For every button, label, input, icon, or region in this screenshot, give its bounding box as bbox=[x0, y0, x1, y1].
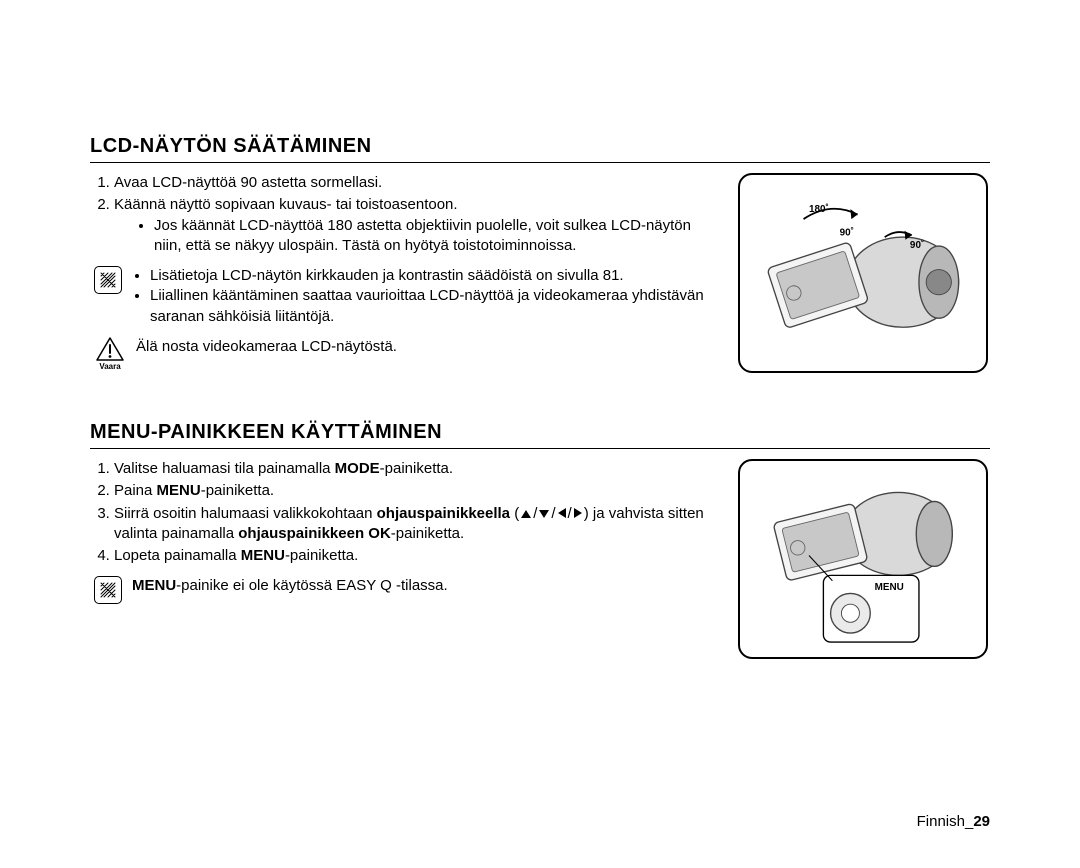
warning-text: Älä nosta videokameraa LCD-näytöstä. bbox=[136, 337, 715, 357]
menu-callout-label: MENU bbox=[875, 582, 904, 593]
n2a: MENU bbox=[132, 577, 176, 594]
section2-steps: Valitse haluamasi tila painamalla MODE-p… bbox=[90, 459, 715, 566]
step-2: Käännä näyttö sopivaan kuvaus- tai toist… bbox=[114, 195, 715, 256]
section1-row: Avaa LCD-näyttöä 90 astetta sormellasi. … bbox=[90, 173, 990, 373]
s2s4a: Lopeta painamalla bbox=[114, 547, 241, 564]
warning-row: Vaara Älä nosta videokameraa LCD-näytöst… bbox=[94, 337, 715, 373]
manual-page: LCD-NÄYTÖN SÄÄTÄMINEN Avaa LCD-näyttöä 9… bbox=[0, 0, 1080, 868]
section1-figure-col: 180˚ 90˚ 90˚ bbox=[735, 173, 990, 373]
page-footer: Finnish_29 bbox=[917, 813, 990, 830]
section2-title: MENU-PAINIKKEEN KÄYTTÄMINEN bbox=[90, 421, 990, 449]
section1-steps: Avaa LCD-näyttöä 90 astetta sormellasi. … bbox=[90, 173, 715, 256]
section1-text: Avaa LCD-näyttöä 90 astetta sormellasi. … bbox=[90, 173, 715, 373]
step1-text: Avaa LCD-näyttöä 90 astetta sormellasi. bbox=[114, 174, 382, 191]
angle-180-label: 180˚ bbox=[809, 204, 829, 215]
s2s4c: -painiketta. bbox=[285, 547, 358, 564]
angle-90b-label: 90˚ bbox=[910, 240, 924, 251]
s2-step1: Valitse haluamasi tila painamalla MODE-p… bbox=[114, 459, 715, 479]
camcorder-lcd-illustration: 180˚ 90˚ 90˚ bbox=[749, 183, 975, 363]
s2s3e: ohjauspainikkeen OK bbox=[238, 525, 391, 542]
angle-90a-label: 90˚ bbox=[840, 227, 854, 238]
s2s1b: MODE bbox=[335, 460, 380, 477]
note-icon bbox=[94, 266, 122, 294]
note-row-1: Lisätietoja LCD-näytön kirkkauden ja kon… bbox=[94, 266, 715, 327]
s2s1c: -painiketta. bbox=[380, 460, 453, 477]
figure-menu: MENU bbox=[738, 459, 988, 659]
section2-row: Valitse haluamasi tila painamalla MODE-p… bbox=[90, 459, 990, 659]
footer-page: 29 bbox=[973, 813, 990, 830]
direction-icons: /// bbox=[519, 505, 584, 522]
figure-lcd: 180˚ 90˚ 90˚ bbox=[738, 173, 988, 373]
s2s2c: -painiketta. bbox=[201, 482, 274, 499]
section1-title: LCD-NÄYTÖN SÄÄTÄMINEN bbox=[90, 135, 990, 163]
footer-lang: Finnish bbox=[917, 813, 965, 830]
s2s3b: ohjauspainikkeella bbox=[377, 505, 510, 522]
warning-icon-col: Vaara bbox=[94, 337, 126, 373]
camcorder-menu-illustration: MENU bbox=[749, 469, 975, 649]
note1-body: Lisätietoja LCD-näytön kirkkauden ja kon… bbox=[132, 266, 715, 327]
note1-b2: Liiallinen kääntäminen saattaa vaurioitt… bbox=[150, 286, 715, 327]
section2-figure-col: MENU bbox=[735, 459, 990, 659]
step-1: Avaa LCD-näyttöä 90 astetta sormellasi. bbox=[114, 173, 715, 193]
s2s3a: Siirrä osoitin halumaasi valikkokohtaan bbox=[114, 505, 377, 522]
s2s2a: Paina bbox=[114, 482, 157, 499]
warning-label: Vaara bbox=[99, 362, 120, 373]
s2s2b: MENU bbox=[157, 482, 201, 499]
s2-step4: Lopeta painamalla MENU-painiketta. bbox=[114, 546, 715, 566]
s2s1a: Valitse haluamasi tila painamalla bbox=[114, 460, 335, 477]
s2-step3: Siirrä osoitin halumaasi valikkokohtaan … bbox=[114, 504, 715, 545]
note-row-2: MENU-painike ei ole käytössä EASY Q -til… bbox=[94, 576, 715, 604]
note-icon-2 bbox=[94, 576, 122, 604]
s2s3f: -painiketta. bbox=[391, 525, 464, 542]
s2s3c: ( bbox=[510, 505, 519, 522]
step2-text: Käännä näyttö sopivaan kuvaus- tai toist… bbox=[114, 196, 458, 213]
n2b: -painike ei ole käytössä EASY Q -tilassa… bbox=[176, 577, 448, 594]
s2-step2: Paina MENU-painiketta. bbox=[114, 481, 715, 501]
step2-sub: Jos käännät LCD-näyttöä 180 astetta obje… bbox=[114, 216, 715, 257]
section2-text: Valitse haluamasi tila painamalla MODE-p… bbox=[90, 459, 715, 659]
note2-body: MENU-painike ei ole käytössä EASY Q -til… bbox=[132, 576, 715, 596]
note1-b1: Lisätietoja LCD-näytön kirkkauden ja kon… bbox=[150, 266, 715, 286]
step2-sub1: Jos käännät LCD-näyttöä 180 astetta obje… bbox=[154, 216, 715, 257]
warning-icon bbox=[96, 337, 124, 361]
s2s4b: MENU bbox=[241, 547, 285, 564]
